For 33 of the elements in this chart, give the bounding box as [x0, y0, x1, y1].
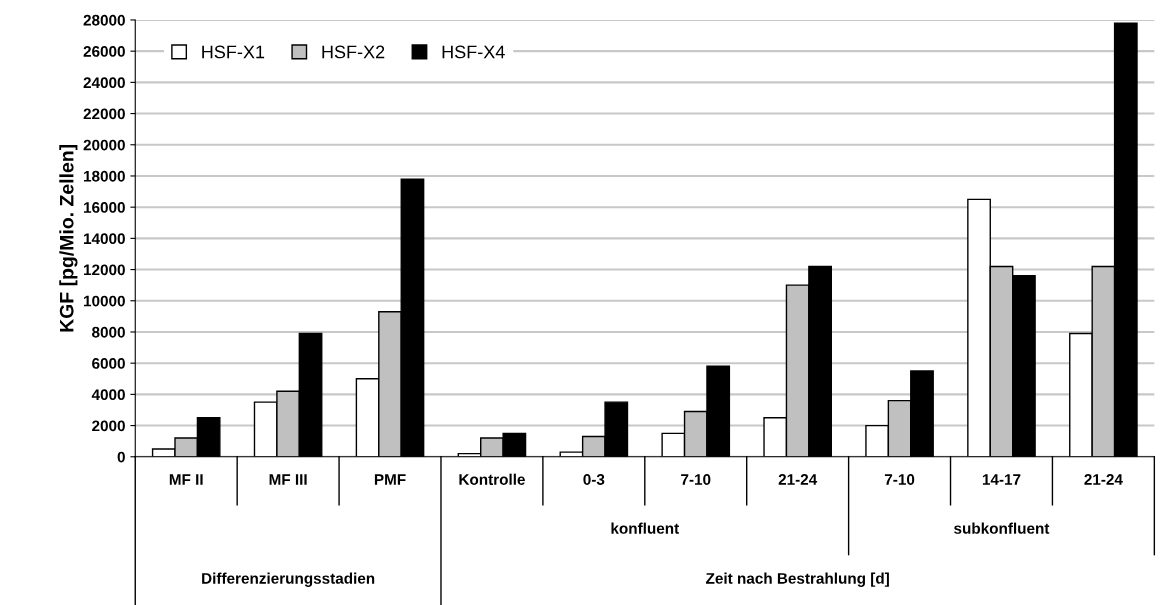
x-tick-label: 7-10 [884, 474, 915, 485]
text: subkonfluent [954, 522, 1050, 534]
y-tick-label: 8000 [92, 326, 125, 338]
y-tick-label: 2000 [92, 420, 125, 432]
y-tick-label: 14000 [84, 233, 125, 245]
x-tick-label: 0-3 [583, 474, 605, 485]
text: Zeit nach Bestrahlung [d] [706, 572, 889, 587]
x-tick-label: 7-10 [681, 474, 711, 485]
x-tick-label: PMF [374, 474, 406, 485]
y-tick-label: 20000 [83, 139, 125, 151]
y-axis-title: KGF [pg/Mio. Zellen] [59, 144, 78, 332]
y-tick-label: 24000 [83, 77, 125, 89]
y-tick-label: 4000 [91, 389, 125, 401]
x-tick-label: 14-17 [982, 474, 1021, 485]
y-tick-label: 10000 [84, 295, 125, 307]
x-tick-label: 21-24 [778, 474, 818, 485]
y-tick-label: 6000 [92, 358, 125, 369]
legend-label: HSF-X4 [442, 45, 505, 59]
y-tick-label: 28000 [83, 14, 125, 26]
y-tick-label: 26000 [83, 46, 125, 57]
y-tick-label: 18000 [84, 170, 125, 182]
legend-label: HSF-X1 [202, 45, 265, 59]
y-tick-label: 12000 [84, 264, 125, 276]
y-tick-label: 22000 [83, 108, 125, 120]
x-tick-label: MF II [169, 474, 203, 485]
y-tick-label: 0 [117, 451, 125, 463]
x-tick-label: Kontrolle [459, 473, 525, 485]
legend-label: HSF-X2 [322, 45, 385, 59]
x-tick-label: MF III [269, 474, 307, 485]
text: Differenzierungsstadien [202, 572, 375, 587]
y-tick-label: 16000 [84, 202, 125, 213]
text: konfluent [611, 522, 679, 534]
x-tick-label: 21-24 [1084, 474, 1123, 485]
